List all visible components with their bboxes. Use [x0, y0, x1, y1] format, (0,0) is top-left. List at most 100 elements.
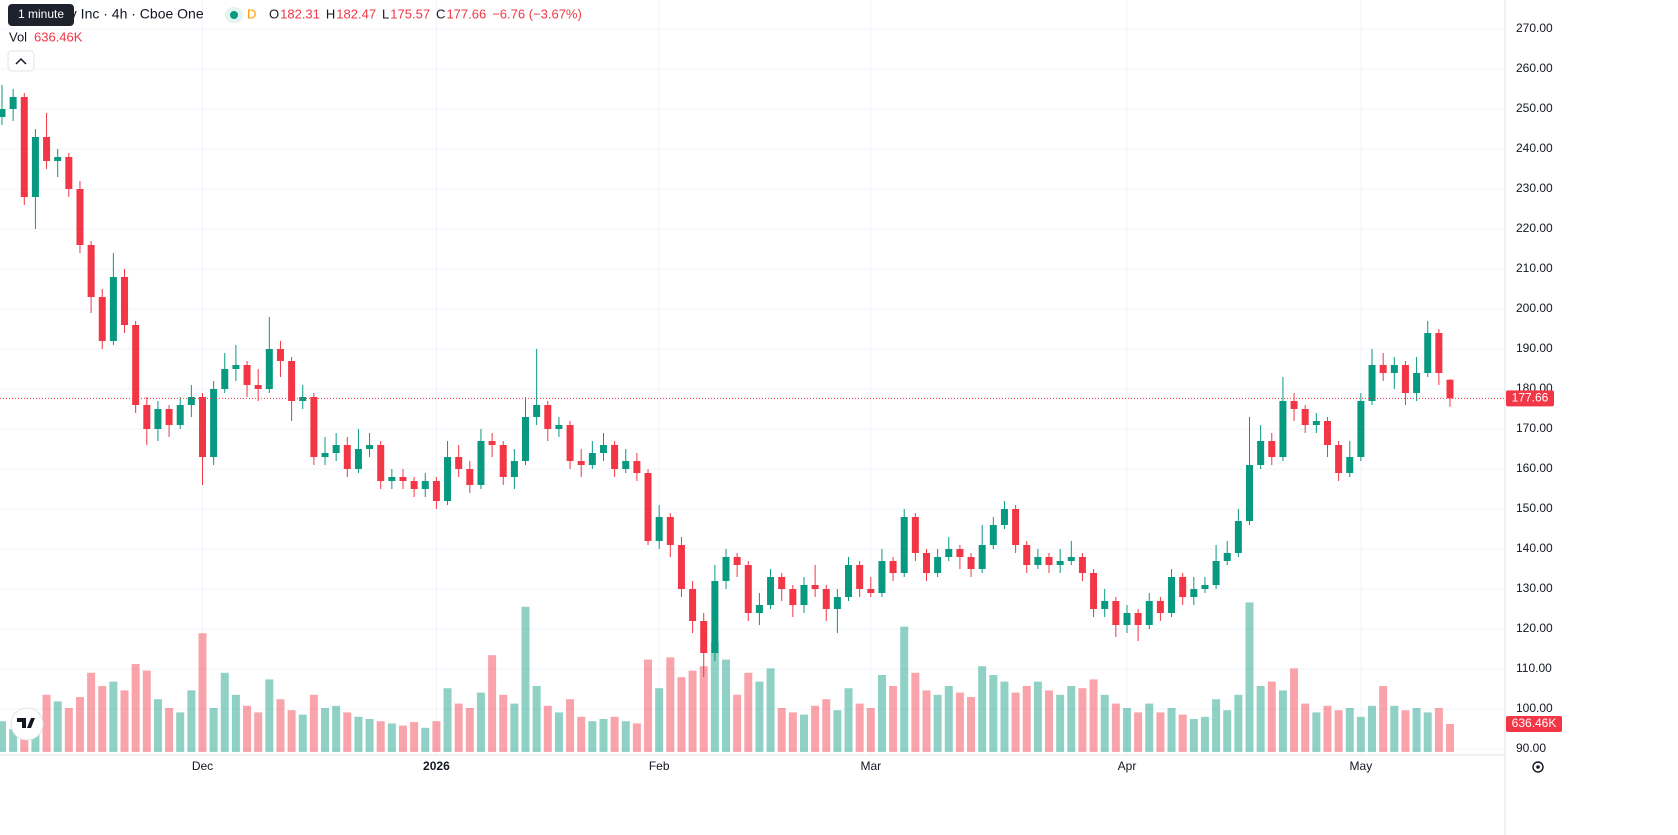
candle-body — [555, 425, 563, 429]
candle-body — [533, 405, 541, 417]
candle-body — [9, 97, 17, 109]
collapse-button[interactable] — [7, 50, 35, 72]
candle-body — [210, 389, 218, 457]
candle-body — [856, 565, 864, 589]
candle-body — [1346, 457, 1354, 473]
volume-bar — [309, 694, 318, 752]
candle-body — [1401, 365, 1409, 393]
volume-bar — [287, 710, 296, 752]
volume-bar — [187, 690, 196, 752]
volume-bar — [454, 703, 463, 752]
volume-bar — [1189, 719, 1198, 752]
volume-bar — [354, 716, 363, 752]
candle-body — [1379, 365, 1387, 373]
y-tick-label: 260.00 — [1516, 61, 1553, 75]
candle-body — [1257, 441, 1265, 465]
volume-bar — [1401, 710, 1410, 752]
volume-bar — [1278, 690, 1287, 752]
ohlc-value: 182.31 — [280, 6, 320, 21]
y-tick-label: 150.00 — [1516, 501, 1553, 515]
volume-bar — [900, 626, 909, 752]
candle-body — [221, 369, 229, 389]
candle-body — [1435, 333, 1443, 373]
y-tick-label: 240.00 — [1516, 141, 1553, 155]
candle-body — [889, 561, 897, 573]
candle-body — [321, 453, 329, 457]
candle-body — [1335, 445, 1343, 473]
candle-body — [1000, 509, 1008, 525]
volume-bar — [376, 721, 385, 752]
chart-title: gy Inc · 4h · Cboe One — [62, 6, 204, 22]
candle-body — [1168, 577, 1176, 613]
volume-bar — [64, 708, 73, 752]
volume-bar — [298, 714, 307, 752]
volume-bar — [1000, 681, 1009, 752]
volume-bar — [220, 672, 229, 752]
candle-body — [265, 349, 273, 389]
volume-bar — [343, 712, 352, 752]
volume-bar — [1267, 681, 1276, 752]
ohlc-prefix: C — [436, 6, 445, 21]
candle-body — [444, 457, 452, 501]
candle-body — [187, 397, 195, 405]
candle-body — [1323, 421, 1331, 445]
candle-body — [20, 97, 28, 197]
candle-body — [54, 157, 62, 161]
candle-body — [811, 585, 819, 589]
tooltip: 1 minute — [18, 7, 64, 21]
volume-bar — [98, 686, 107, 752]
candle-body — [644, 473, 652, 541]
candle-body — [1056, 561, 1064, 565]
candle-body — [666, 517, 674, 545]
volume-bar — [276, 699, 285, 752]
candle-body — [421, 481, 429, 489]
candle-body — [1045, 557, 1053, 565]
candle-body — [722, 557, 730, 581]
volume-bar — [1256, 686, 1265, 752]
settings-icon[interactable] — [1532, 761, 1544, 773]
volume-bar — [1368, 705, 1377, 752]
settings-icon-center — [1536, 765, 1540, 769]
candle-body — [622, 461, 630, 469]
x-tick-label: Apr — [1118, 759, 1137, 773]
candle-body — [43, 137, 51, 161]
x-tick-label: Dec — [192, 759, 213, 773]
candle-body — [76, 189, 84, 245]
last-price-label: 177.66 — [1512, 391, 1549, 405]
candle-body — [1234, 521, 1242, 553]
logo[interactable] — [10, 707, 44, 741]
candle-body — [299, 397, 307, 401]
candle-body — [700, 621, 708, 653]
candle-body — [599, 445, 607, 453]
volume-bar — [599, 719, 608, 752]
volume-bar — [1011, 692, 1020, 752]
volume-bar — [87, 672, 96, 752]
volume-bar — [1434, 708, 1443, 752]
candle-body — [566, 425, 574, 461]
y-tick-label: 200.00 — [1516, 301, 1553, 315]
candle-body — [109, 277, 117, 341]
candle-body — [176, 405, 184, 425]
candle-body — [1212, 561, 1220, 585]
tooltip-box — [8, 4, 74, 26]
y-tick-label: 250.00 — [1516, 101, 1553, 115]
volume-bar — [922, 690, 931, 752]
volume-bar — [866, 708, 875, 752]
volume-bar — [176, 712, 185, 752]
grid — [0, 0, 1505, 755]
volume-bar — [1234, 694, 1243, 752]
candle-body — [154, 409, 162, 429]
candle-body — [1145, 601, 1153, 625]
candle-body — [744, 565, 752, 613]
volume-bar — [811, 705, 820, 752]
y-tick-label: 130.00 — [1516, 581, 1553, 595]
volume-bar — [844, 688, 853, 752]
volume-bar — [1045, 690, 1054, 752]
volume-tag — [1506, 715, 1562, 732]
status-dot — [230, 11, 238, 19]
y-tick-label: 120.00 — [1516, 621, 1553, 635]
candle-body — [243, 365, 251, 385]
volume-bar — [75, 697, 84, 752]
volume-bar — [978, 666, 987, 752]
volume-bar — [1423, 712, 1432, 752]
